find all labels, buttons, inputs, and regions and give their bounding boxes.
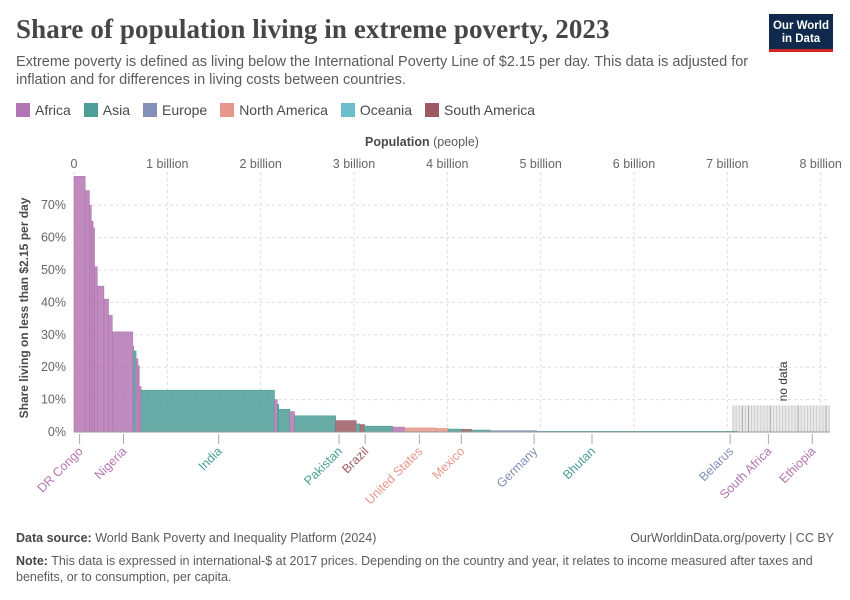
source-label: Data source: (16, 531, 92, 545)
logo-line-2: in Data (781, 33, 821, 45)
chart-subtitle: Extreme poverty is defined as living bel… (16, 54, 749, 88)
legend-label: North America (239, 102, 328, 118)
bar-africa (84, 190, 90, 433)
bar-south-america (335, 420, 357, 433)
legend-swatch (16, 103, 30, 117)
data-source: Data source: World Bank Poverty and Ineq… (16, 531, 376, 545)
legend-item-europe[interactable]: Europe (143, 102, 207, 118)
bar-north-america (404, 427, 437, 433)
y-tick-label: 0% (48, 425, 66, 439)
legend-item-asia[interactable]: Asia (83, 102, 131, 118)
x-tick-label: 6 billion (613, 157, 655, 171)
x-tick-label: 0 (71, 157, 78, 171)
legend-item-africa[interactable]: Africa (16, 102, 71, 118)
chart-title: Share of population living in extreme po… (16, 14, 610, 44)
y-tick-label: 60% (41, 231, 66, 245)
bar-asia (133, 350, 137, 433)
bar-africa (108, 315, 113, 433)
bar-africa (392, 426, 405, 433)
note: Note: This data is expressed in internat… (16, 553, 816, 585)
legend-label: South America (444, 102, 536, 118)
x-tick-label: 1 billion (146, 157, 188, 171)
legend-swatch (425, 103, 440, 117)
country-label-nigeria: Nigeria (92, 444, 130, 482)
x-tick-label: 7 billion (706, 157, 748, 171)
x-tick-label: 8 billion (799, 157, 841, 171)
source-text[interactable]: World Bank Poverty and Inequality Platfo… (95, 531, 377, 545)
x-tick-label: 2 billion (239, 157, 281, 171)
y-axis-title: Share living on less than $2.15 per day (17, 197, 31, 418)
x-axis-title: Population (people) (365, 135, 479, 149)
legend-swatch (143, 103, 158, 117)
note-label: Note: (16, 554, 48, 568)
note-text: This data is expressed in international-… (16, 554, 813, 584)
bar-africa (274, 399, 278, 433)
country-label-bhutan: Bhutan (560, 444, 598, 482)
footer: Data source: World Bank Poverty and Ineq… (16, 531, 834, 585)
legend-swatch (220, 103, 235, 117)
y-tick-label: 30% (41, 328, 66, 342)
legend-label: Asia (102, 102, 131, 118)
no-data-area (732, 405, 830, 432)
legend-item-south-america[interactable]: South America (425, 102, 535, 118)
bar-africa (103, 298, 109, 433)
x-tick-label: 3 billion (333, 157, 375, 171)
owid-logo[interactable]: Our World in Data (769, 14, 833, 52)
bar-africa (111, 331, 134, 433)
bar-south-america (359, 424, 365, 433)
y-tick-label: 70% (41, 198, 66, 212)
legend-label: Africa (35, 102, 71, 118)
y-tick-label: 10% (41, 393, 66, 407)
bar-africa (289, 411, 295, 433)
x-tick-label: 5 billion (519, 157, 561, 171)
country-label-ethiopia: Ethiopia (777, 444, 819, 486)
legend-item-oceania[interactable]: Oceania (340, 102, 413, 118)
legend-item-north-america[interactable]: North America (220, 102, 328, 118)
country-label-united-states: United States (362, 444, 425, 507)
legend-label: Oceania (359, 102, 413, 118)
bar-africa (73, 176, 86, 433)
legend: Africa Asia Europe North America Oceania Sout… (16, 102, 548, 118)
bar-asia (278, 409, 291, 433)
bar-asia (355, 423, 361, 433)
bar-africa (94, 266, 98, 433)
country-label-germany: Germany (494, 444, 541, 491)
country-label-mexico: Mexico (430, 444, 468, 482)
bar-africa (97, 285, 105, 433)
bar-asia (294, 415, 336, 433)
country-label-dr-congo: DR Congo (35, 444, 86, 495)
legend-label: Europe (162, 102, 208, 118)
source-url[interactable]: OurWorldinData.org/poverty | CC BY (630, 531, 834, 545)
y-tick-label: 50% (41, 263, 66, 277)
legend-swatch (83, 103, 98, 117)
bar-asia (364, 425, 393, 433)
y-tick-label: 40% (41, 295, 66, 309)
logo-line-1: Our World (772, 20, 829, 32)
legend-swatch (340, 103, 355, 117)
bar-north-america (435, 428, 449, 433)
no-data-label: no data (776, 361, 790, 401)
y-tick-label: 20% (41, 360, 66, 374)
x-tick-label: 4 billion (426, 157, 468, 171)
bar-asia (140, 389, 275, 433)
country-label-india: India (196, 444, 225, 473)
chart-svg: Population (people) 0% 10% 20% 30% 40% 50% 60% 7… (17, 135, 842, 507)
country-label-brazil: Brazil (339, 444, 371, 476)
